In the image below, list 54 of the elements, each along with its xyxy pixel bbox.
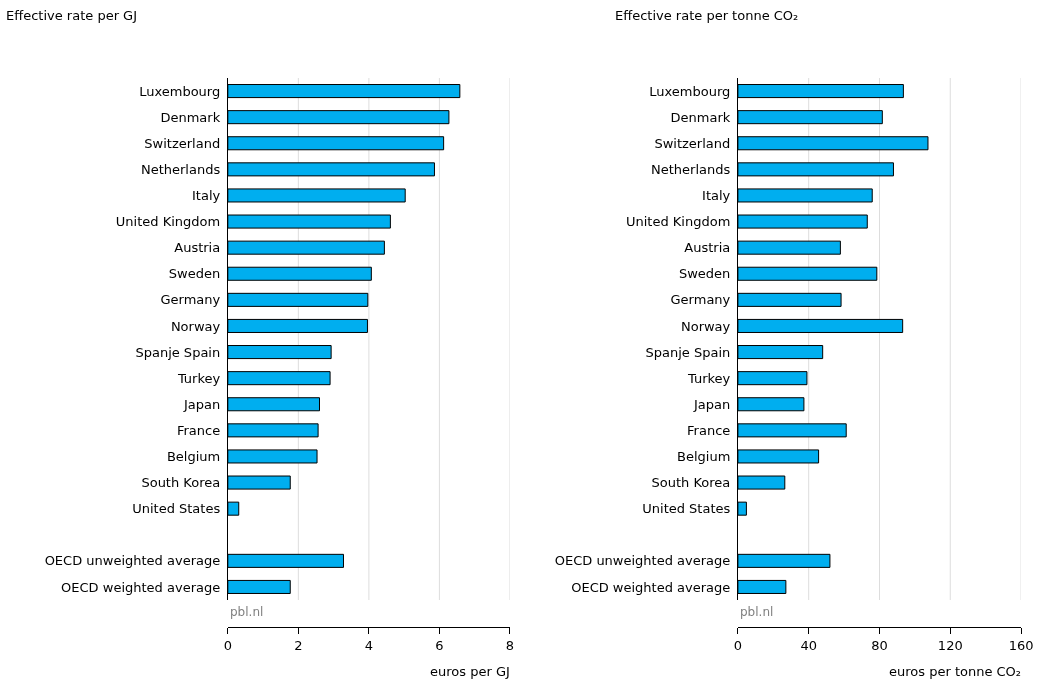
- y-tick-label: Germany: [670, 292, 731, 308]
- x-tick-label: 0: [733, 637, 743, 653]
- y-tick-label: OECD unweighted average: [554, 553, 731, 569]
- y-tick-label: Spanje Spain: [135, 344, 221, 360]
- y-tick-label: France: [687, 422, 731, 438]
- x-axis-title: euros per tonne CO₂: [889, 664, 1022, 679]
- x-tick-label: 2: [294, 637, 303, 653]
- y-tick-label: Belgium: [166, 449, 221, 464]
- y-tick-label: Italy: [702, 188, 731, 203]
- y-tick-label: Japan: [182, 396, 221, 412]
- y-tick-label: United States: [132, 501, 221, 517]
- y-tick-label: OECD weighted average: [571, 579, 731, 595]
- text: pbl.nl: [230, 605, 264, 619]
- y-tick-label: OECD unweighted average: [44, 553, 221, 569]
- y-tick-label: OECD weighted average: [61, 579, 221, 595]
- y-tick-label: Austria: [174, 240, 221, 256]
- text: Effective rate per GJ: [6, 8, 138, 23]
- x-tick-label: 4: [364, 637, 374, 653]
- y-tick-label: Denmark: [670, 109, 731, 125]
- x-axis-title: euros per GJ: [430, 664, 510, 679]
- y-tick-label: Turkey: [176, 370, 221, 386]
- text: pbl.nl: [740, 605, 774, 619]
- y-tick-label: France: [176, 422, 221, 438]
- y-tick-label: Japan: [693, 396, 731, 412]
- y-tick-label: Spanje Spain: [645, 344, 731, 360]
- y-tick-label: Luxembourg: [139, 83, 221, 99]
- x-tick-label: 6: [435, 637, 444, 653]
- x-tick-label: 0: [223, 637, 232, 653]
- y-tick-label: Norway: [680, 318, 731, 334]
- x-tick-label: 80: [871, 637, 888, 653]
- chart-title: Effective rate per tonne CO₂: [615, 8, 799, 23]
- y-tick-label: South Korea: [651, 475, 731, 491]
- x-tick-label: 160: [1008, 637, 1034, 653]
- y-tick-label: United Kingdom: [115, 214, 221, 230]
- y-tick-label: Belgium: [677, 449, 731, 464]
- y-tick-label: Netherlands: [651, 161, 731, 177]
- y-tick-label: United Kingdom: [625, 214, 731, 230]
- y-tick-label: Sweden: [168, 266, 221, 282]
- y-tick-label: Luxembourg: [649, 83, 731, 99]
- y-tick-label: Germany: [160, 292, 221, 308]
- y-tick-label: Denmark: [160, 109, 221, 125]
- y-tick-label: Switzerland: [144, 135, 221, 151]
- y-tick-label: Italy: [192, 188, 221, 203]
- y-tick-label: Norway: [170, 318, 221, 334]
- y-tick-label: Austria: [684, 240, 731, 256]
- y-tick-label: Turkey: [686, 370, 731, 386]
- y-tick-label: Switzerland: [654, 135, 731, 151]
- y-tick-label: United States: [642, 501, 731, 517]
- y-tick-label: South Korea: [141, 475, 221, 491]
- y-tick-label: Sweden: [678, 266, 731, 282]
- x-tick-label: 120: [937, 637, 963, 653]
- x-tick-label: 8: [505, 637, 515, 653]
- y-tick-label: Netherlands: [140, 161, 221, 177]
- x-tick-label: 40: [800, 637, 817, 653]
